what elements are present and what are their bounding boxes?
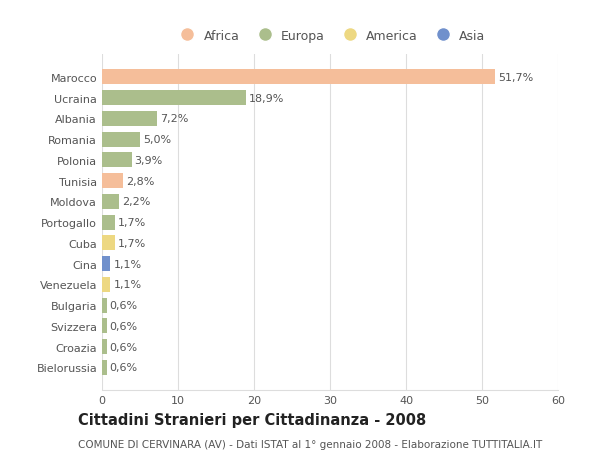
Bar <box>102 277 110 292</box>
Text: 0,6%: 0,6% <box>110 300 138 310</box>
Text: 2,8%: 2,8% <box>127 176 155 186</box>
Text: 0,6%: 0,6% <box>110 321 138 331</box>
Legend: Africa, Europa, America, Asia: Africa, Europa, America, Asia <box>170 24 490 47</box>
Bar <box>102 319 107 334</box>
Bar <box>102 91 245 106</box>
Bar <box>102 298 107 313</box>
Text: COMUNE DI CERVINARA (AV) - Dati ISTAT al 1° gennaio 2008 - Elaborazione TUTTITAL: COMUNE DI CERVINARA (AV) - Dati ISTAT al… <box>78 440 542 449</box>
Text: 0,6%: 0,6% <box>110 363 138 372</box>
Text: 18,9%: 18,9% <box>248 94 284 103</box>
Text: 1,7%: 1,7% <box>118 238 146 248</box>
Text: 2,2%: 2,2% <box>122 197 150 207</box>
Bar <box>102 174 123 189</box>
Bar <box>102 215 115 230</box>
Text: 1,1%: 1,1% <box>113 259 142 269</box>
Text: Cittadini Stranieri per Cittadinanza - 2008: Cittadini Stranieri per Cittadinanza - 2… <box>78 413 426 428</box>
Text: 51,7%: 51,7% <box>498 73 533 83</box>
Text: 1,1%: 1,1% <box>113 280 142 290</box>
Bar <box>102 112 157 127</box>
Text: 1,7%: 1,7% <box>118 218 146 228</box>
Text: 7,2%: 7,2% <box>160 114 188 124</box>
Text: 5,0%: 5,0% <box>143 135 171 145</box>
Bar <box>102 236 115 251</box>
Bar <box>102 195 119 209</box>
Bar <box>102 339 107 354</box>
Bar <box>102 257 110 271</box>
Bar <box>102 70 495 85</box>
Bar <box>102 132 140 147</box>
Bar <box>102 153 131 168</box>
Bar <box>102 360 107 375</box>
Text: 0,6%: 0,6% <box>110 342 138 352</box>
Text: 3,9%: 3,9% <box>134 156 163 166</box>
